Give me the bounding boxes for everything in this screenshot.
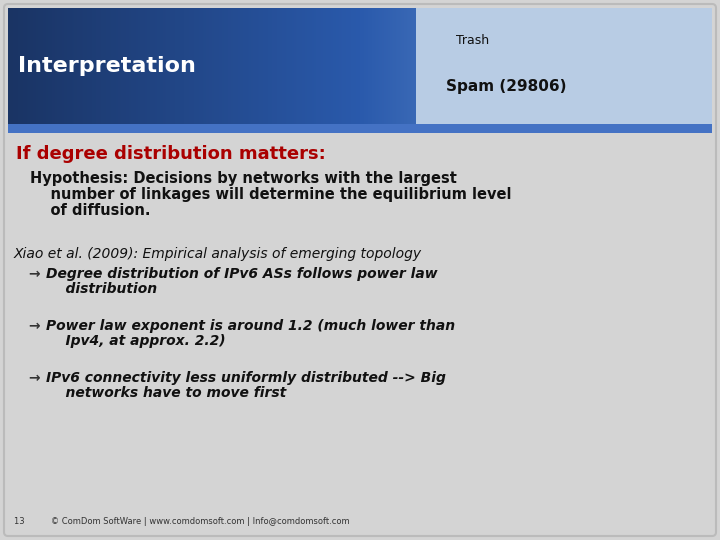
Text: IPv6 connectivity less uniformly distributed --> Big: IPv6 connectivity less uniformly distrib… xyxy=(46,371,446,385)
Text: Degree distribution of IPv6 ASs follows power law: Degree distribution of IPv6 ASs follows … xyxy=(46,267,438,281)
Text: distribution: distribution xyxy=(46,282,157,296)
Text: of diffusion.: of diffusion. xyxy=(30,203,150,218)
Text: Power law exponent is around 1.2 (much lower than: Power law exponent is around 1.2 (much l… xyxy=(46,319,455,333)
Text: 13          © ComDom SoftWare | www.comdomsoft.com | Info@comdomsoft.com: 13 © ComDom SoftWare | www.comdomsoft.co… xyxy=(14,517,350,526)
Text: networks have to move first: networks have to move first xyxy=(46,386,287,400)
Text: →: → xyxy=(28,319,40,333)
Text: number of linkages will determine the equilibrium level: number of linkages will determine the eq… xyxy=(30,187,511,202)
Text: Xiao et al. (2009): Empirical analysis of emerging topology: Xiao et al. (2009): Empirical analysis o… xyxy=(14,247,422,261)
Text: Interpretation: Interpretation xyxy=(18,56,196,76)
Text: Ipv4, at approx. 2.2): Ipv4, at approx. 2.2) xyxy=(46,334,225,348)
Text: →: → xyxy=(28,371,40,385)
Text: Spam (29806): Spam (29806) xyxy=(446,79,567,94)
Text: If degree distribution matters:: If degree distribution matters: xyxy=(16,145,325,163)
Bar xyxy=(8,124,712,133)
Text: →: → xyxy=(28,267,40,281)
FancyBboxPatch shape xyxy=(4,4,716,536)
Text: Hypothesis: Decisions by networks with the largest: Hypothesis: Decisions by networks with t… xyxy=(30,171,457,186)
Text: Trash: Trash xyxy=(456,34,489,47)
Bar xyxy=(416,8,712,124)
